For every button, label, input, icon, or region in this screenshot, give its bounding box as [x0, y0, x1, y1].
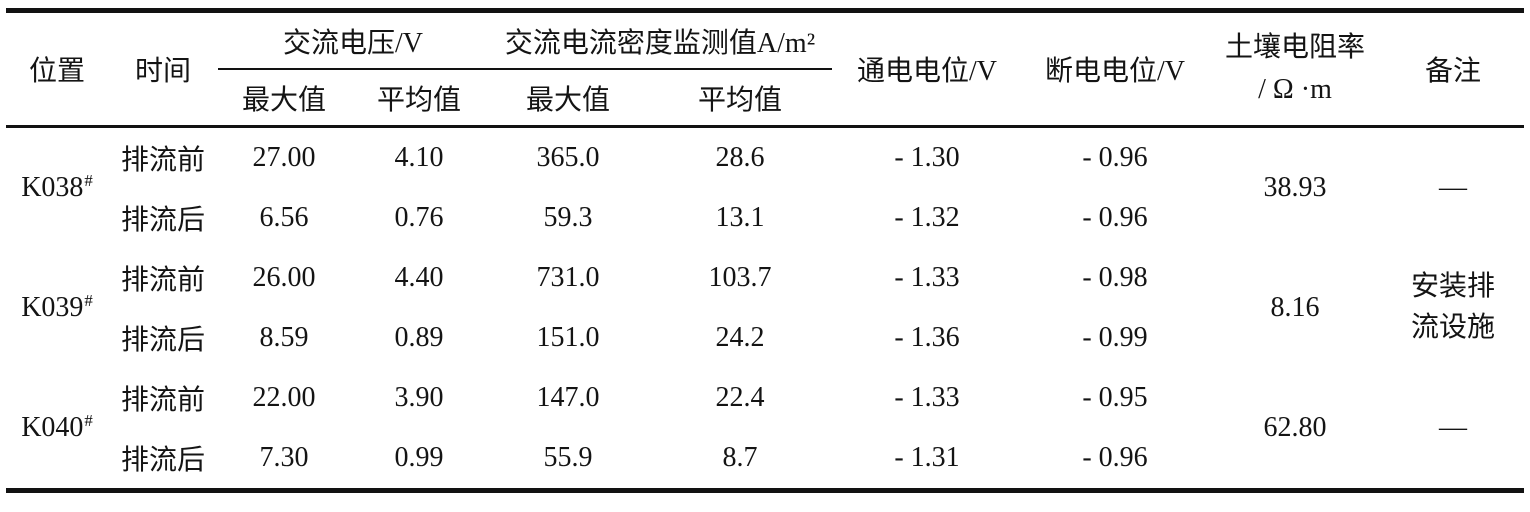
- cell-acd-max: 59.3: [543, 202, 593, 233]
- cell-acd-max: 151.0: [536, 322, 600, 353]
- measurement-table: 位置 时间 交流电压/V 交流电流密度监测值A/m² 通电电位/V 断电电位/V…: [6, 8, 1525, 493]
- cell-time: 排流后: [120, 205, 205, 236]
- cell-remark: 安装排 流设施: [1411, 271, 1496, 343]
- location-label: K039: [21, 292, 84, 323]
- cell-acd-avg: 22.4: [715, 382, 765, 413]
- cell-acv-avg: 0.99: [394, 442, 444, 473]
- cell-acv-avg: 4.40: [394, 262, 444, 293]
- cell-acv-max: 22.00: [252, 382, 316, 413]
- cell-location: K038#: [6, 127, 108, 249]
- header-on-potential: 通电电位/V: [832, 10, 1023, 128]
- header-row-sub: 最大值 平均值 最大值 平均值: [6, 69, 1524, 128]
- subheader-acv-max: 最大值: [218, 69, 350, 128]
- location-label: K040: [21, 412, 84, 443]
- table-row: 排流后 6.56 0.76 59.3 13.1 - 1.32 - 0.96: [6, 188, 1524, 248]
- cell-soil-resistivity: 62.80: [1263, 412, 1327, 443]
- cell-acd-max: 365.0: [536, 142, 600, 173]
- cell-off-potential: - 0.96: [1082, 442, 1148, 473]
- cell-on-potential: - 1.33: [894, 382, 960, 413]
- cell-acv-avg: 3.90: [394, 382, 444, 413]
- header-soil-resistivity: 土壤电阻率 / Ω ·m: [1208, 10, 1383, 128]
- subheader-acd-max: 最大值: [488, 69, 649, 128]
- table-row: 排流后 8.59 0.89 151.0 24.2 - 1.36 - 0.99: [6, 308, 1524, 368]
- cell-soil-resistivity: 38.93: [1263, 172, 1327, 203]
- header-row-groups: 位置 时间 交流电压/V 交流电流密度监测值A/m² 通电电位/V 断电电位/V…: [6, 10, 1525, 128]
- cell-acv-max: 7.30: [259, 442, 309, 473]
- subheader-acd-avg: 平均值: [648, 69, 833, 128]
- header-soil-resistivity-line1: 土壤电阻率: [1225, 32, 1366, 63]
- cell-acd-avg: 24.2: [715, 322, 765, 353]
- table-row: K039# 排流前 26.00 4.40 731.0 103.7 - 1.33 …: [6, 248, 1524, 343]
- cell-acd-avg: 8.7: [722, 442, 758, 473]
- cell-on-potential: - 1.33: [894, 262, 960, 293]
- cell-acv-avg: 0.76: [394, 202, 444, 233]
- header-group-ac-voltage: 交流电压/V: [218, 10, 489, 70]
- cell-time: 排流前: [120, 145, 205, 176]
- cell-acv-avg: 4.10: [394, 142, 444, 173]
- cell-off-potential: - 0.95: [1082, 382, 1148, 413]
- cell-acv-avg: 0.89: [394, 322, 444, 353]
- cell-remark: —: [1439, 411, 1468, 443]
- cell-acd-avg: 13.1: [715, 202, 765, 233]
- table-header: 位置 时间 交流电压/V 交流电流密度监测值A/m² 通电电位/V 断电电位/V…: [6, 10, 1525, 128]
- cell-acv-max: 27.00: [252, 142, 316, 173]
- header-position: 位置: [6, 10, 108, 128]
- cell-soil-resistivity: 8.16: [1270, 292, 1320, 323]
- cell-time: 排流前: [120, 385, 205, 416]
- cell-location: K039#: [6, 248, 108, 368]
- cell-off-potential: - 0.96: [1082, 142, 1148, 173]
- table-row: K038# 排流前 27.00 4.10 365.0 28.6 - 1.30 -…: [6, 127, 1524, 203]
- cell-acv-max: 6.56: [259, 202, 309, 233]
- cell-on-potential: - 1.32: [894, 202, 960, 233]
- cell-acd-max: 55.9: [543, 442, 593, 473]
- cell-time: 排流后: [120, 445, 205, 476]
- cell-acd-avg: 28.6: [715, 142, 765, 173]
- cell-off-potential: - 0.96: [1082, 202, 1148, 233]
- cell-remark: —: [1439, 171, 1468, 203]
- header-group-ac-current-density: 交流电流密度监测值A/m²: [488, 10, 833, 70]
- cell-off-potential: - 0.99: [1082, 322, 1148, 353]
- table-row: K040# 排流前 22.00 3.90 147.0 22.4 - 1.33 -…: [6, 368, 1524, 443]
- cell-location: K040#: [6, 368, 108, 491]
- cell-on-potential: - 1.31: [894, 442, 960, 473]
- subheader-acv-avg: 平均值: [350, 69, 489, 128]
- table-body: K038# 排流前 27.00 4.10 365.0 28.6 - 1.30 -…: [6, 127, 1524, 491]
- location-label: K038: [21, 172, 84, 203]
- header-remark: 备注: [1382, 10, 1525, 128]
- cell-acv-max: 8.59: [259, 322, 309, 353]
- cell-acv-max: 26.00: [252, 262, 316, 293]
- cell-on-potential: - 1.36: [894, 322, 960, 353]
- cell-acd-max: 147.0: [536, 382, 600, 413]
- location-sup: #: [84, 290, 93, 310]
- location-sup: #: [84, 410, 93, 430]
- cell-acd-max: 731.0: [536, 262, 600, 293]
- header-off-potential: 断电电位/V: [1022, 10, 1209, 128]
- cell-on-potential: - 1.30: [894, 142, 960, 173]
- header-time: 时间: [108, 10, 218, 128]
- cell-acd-avg: 103.7: [708, 262, 772, 293]
- header-soil-resistivity-line2: / Ω ·m: [1258, 74, 1332, 105]
- cell-time: 排流后: [120, 325, 205, 356]
- table-row: 排流后 7.30 0.99 55.9 8.7 - 1.31 - 0.96: [6, 428, 1524, 491]
- location-sup: #: [84, 170, 93, 190]
- cell-off-potential: - 0.98: [1082, 262, 1148, 293]
- cell-time: 排流前: [120, 265, 205, 296]
